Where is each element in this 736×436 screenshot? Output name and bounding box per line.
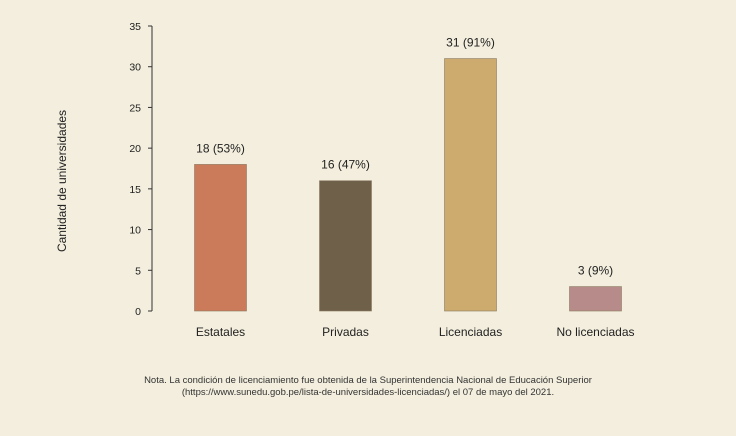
y-tick-label: 15: [129, 184, 141, 196]
bar: [319, 180, 372, 312]
x-category-label: Estatales: [196, 325, 245, 339]
y-axis-label: Cantidad de universidades: [55, 109, 69, 253]
bar: [569, 286, 622, 312]
bar-chart: 0 5 10 15 20 25 30 35 18 (53%) Estatales 16 (47%) P…: [55, 21, 635, 339]
chart-note: Nota. La condición de licenciamiento fue…: [0, 375, 736, 399]
y-tick-label: 30: [129, 62, 141, 74]
y-tick-label: 10: [129, 225, 141, 237]
note-line-1: Nota. La condición de licenciamiento fue…: [144, 375, 592, 386]
y-tick-label: 25: [129, 102, 141, 114]
x-category-label: Privadas: [322, 325, 369, 339]
y-tick-label: 5: [135, 265, 141, 277]
note-line-2: (https://www.sunedu.gob.pe/lista-de-univ…: [181, 387, 555, 398]
bar: [194, 164, 247, 312]
bar-data-label: 31 (91%): [446, 36, 495, 50]
bar-data-label: 16 (47%): [321, 158, 370, 172]
bar-data-label: 3 (9%): [578, 264, 613, 278]
y-tick-label: 0: [135, 306, 141, 318]
y-tick-label: 35: [129, 21, 141, 33]
y-tick-label: 20: [129, 143, 141, 155]
bar-data-label: 18 (53%): [196, 141, 245, 155]
chart-canvas: 0 5 10 15 20 25 30 35 18 (53%) Estatales 16 (47%) P…: [129, 21, 634, 339]
bar: [444, 58, 497, 312]
x-category-label: No licenciadas: [556, 325, 634, 339]
x-category-label: Licenciadas: [439, 325, 502, 339]
